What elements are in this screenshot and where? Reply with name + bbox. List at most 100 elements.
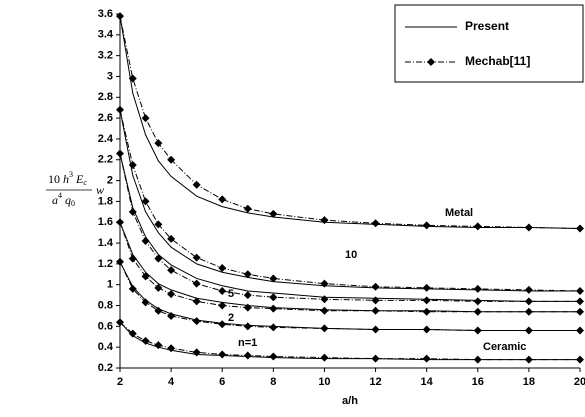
x-tick-label: 4 xyxy=(168,376,175,388)
mechab-marker xyxy=(422,307,431,316)
mechab-marker xyxy=(218,264,227,273)
y-tick-label: 1 xyxy=(107,279,113,291)
mechab-marker xyxy=(422,325,431,334)
mechab-marker xyxy=(218,301,227,310)
mechab-marker xyxy=(576,307,584,316)
mechab-marker xyxy=(371,219,380,228)
mechab-marker xyxy=(154,254,163,263)
mechab-marker xyxy=(320,353,329,362)
mechab-marker xyxy=(116,218,124,227)
y-tick-label: 1.8 xyxy=(98,195,113,207)
x-tick-label: 14 xyxy=(421,376,434,388)
y-label-numerator: 10 h3 Ec xyxy=(48,170,87,187)
y-tick-label: 3.4 xyxy=(98,29,114,41)
mechab-marker xyxy=(116,318,124,327)
x-tick-label: 20 xyxy=(574,376,585,388)
mechab-marker xyxy=(243,322,252,331)
mechab-marker xyxy=(243,303,252,312)
x-axis-label: a/h xyxy=(342,395,358,407)
mechab-marker xyxy=(576,326,584,335)
y-tick-label: 1.6 xyxy=(98,216,113,228)
mechab-marker xyxy=(141,197,150,206)
mechab-marker xyxy=(269,209,278,218)
mechab-marker xyxy=(141,114,150,123)
legend-marker xyxy=(427,58,435,66)
mechab-marker xyxy=(269,352,278,361)
y-label-part: E xyxy=(73,172,84,186)
mechab-marker xyxy=(243,291,252,300)
mechab-marker xyxy=(128,329,137,338)
y-tick-label: 2.6 xyxy=(98,112,113,124)
mechab-marker xyxy=(154,220,163,229)
mechab-marker xyxy=(128,254,137,263)
mechab-marker xyxy=(192,317,201,326)
mechab-marker xyxy=(192,180,201,189)
y-label-part: c xyxy=(83,178,87,187)
curve-label: 2 xyxy=(228,312,234,324)
mechab-marker xyxy=(576,224,584,233)
mechab-marker xyxy=(192,297,201,306)
legend-label: Mechab[11] xyxy=(465,54,530,68)
mechab-marker xyxy=(320,295,329,304)
mechab-marker xyxy=(422,283,431,292)
y-tick-label: 2.4 xyxy=(98,133,114,145)
y-label-part: a xyxy=(52,193,58,207)
x-tick-label: 2 xyxy=(117,376,123,388)
mechab-marker xyxy=(141,298,150,307)
y-label-part: 3 xyxy=(69,170,73,179)
mechab-marker xyxy=(128,284,137,293)
mechab-marker xyxy=(269,293,278,302)
y-label-part: q xyxy=(62,193,71,207)
mechab-marker xyxy=(576,297,584,306)
curve-label: n=1 xyxy=(238,337,257,349)
y-tick-label: 1.4 xyxy=(98,237,114,249)
mechab-marker xyxy=(218,320,227,329)
x-tick-label: 8 xyxy=(270,376,276,388)
mechab-marker xyxy=(192,348,201,357)
mechab-marker xyxy=(320,216,329,225)
mechab-marker xyxy=(167,311,176,320)
mechab-marker xyxy=(371,325,380,334)
mechab-marker xyxy=(320,306,329,315)
y-tick-label: 2.2 xyxy=(98,154,113,166)
y-tick-label: 1.2 xyxy=(98,258,113,270)
mechab-marker xyxy=(116,149,124,158)
mechab-line xyxy=(119,109,581,292)
y-tick-label: 0.8 xyxy=(98,299,113,311)
mechab-marker xyxy=(218,195,227,204)
mechab-marker xyxy=(218,286,227,295)
mechab-marker xyxy=(576,286,584,295)
mechab-marker xyxy=(154,341,163,350)
mechab-marker xyxy=(473,297,482,306)
x-tick-label: 6 xyxy=(219,376,225,388)
y-tick-label: 2 xyxy=(107,174,113,186)
present-line xyxy=(119,109,580,292)
mechab-marker xyxy=(269,323,278,332)
mechab-marker xyxy=(371,306,380,315)
legend-box xyxy=(394,4,584,83)
x-tick-label: 18 xyxy=(523,376,535,388)
curve-label: 10 xyxy=(345,249,357,261)
mechab-marker xyxy=(473,355,482,364)
mechab-marker xyxy=(154,306,163,315)
mechab-marker xyxy=(218,350,227,359)
y-label-suffix: w xyxy=(96,183,104,197)
mechab-marker xyxy=(243,204,252,213)
mechab-marker xyxy=(192,253,201,262)
present-line xyxy=(119,153,580,302)
mechab-marker xyxy=(524,285,533,294)
mechab-marker xyxy=(422,354,431,363)
present-line xyxy=(119,222,580,313)
mechab-marker xyxy=(524,297,533,306)
x-tick-label: 16 xyxy=(472,376,484,388)
mechab-marker xyxy=(524,326,533,335)
mechab-marker xyxy=(154,283,163,292)
present-line xyxy=(119,16,581,229)
y-tick-label: 2.8 xyxy=(98,91,113,103)
curve-label: 5 xyxy=(228,288,234,300)
mechab-marker xyxy=(576,355,584,364)
mechab-marker xyxy=(371,354,380,363)
y-label-part: h xyxy=(63,172,69,186)
mechab-marker xyxy=(154,139,163,148)
